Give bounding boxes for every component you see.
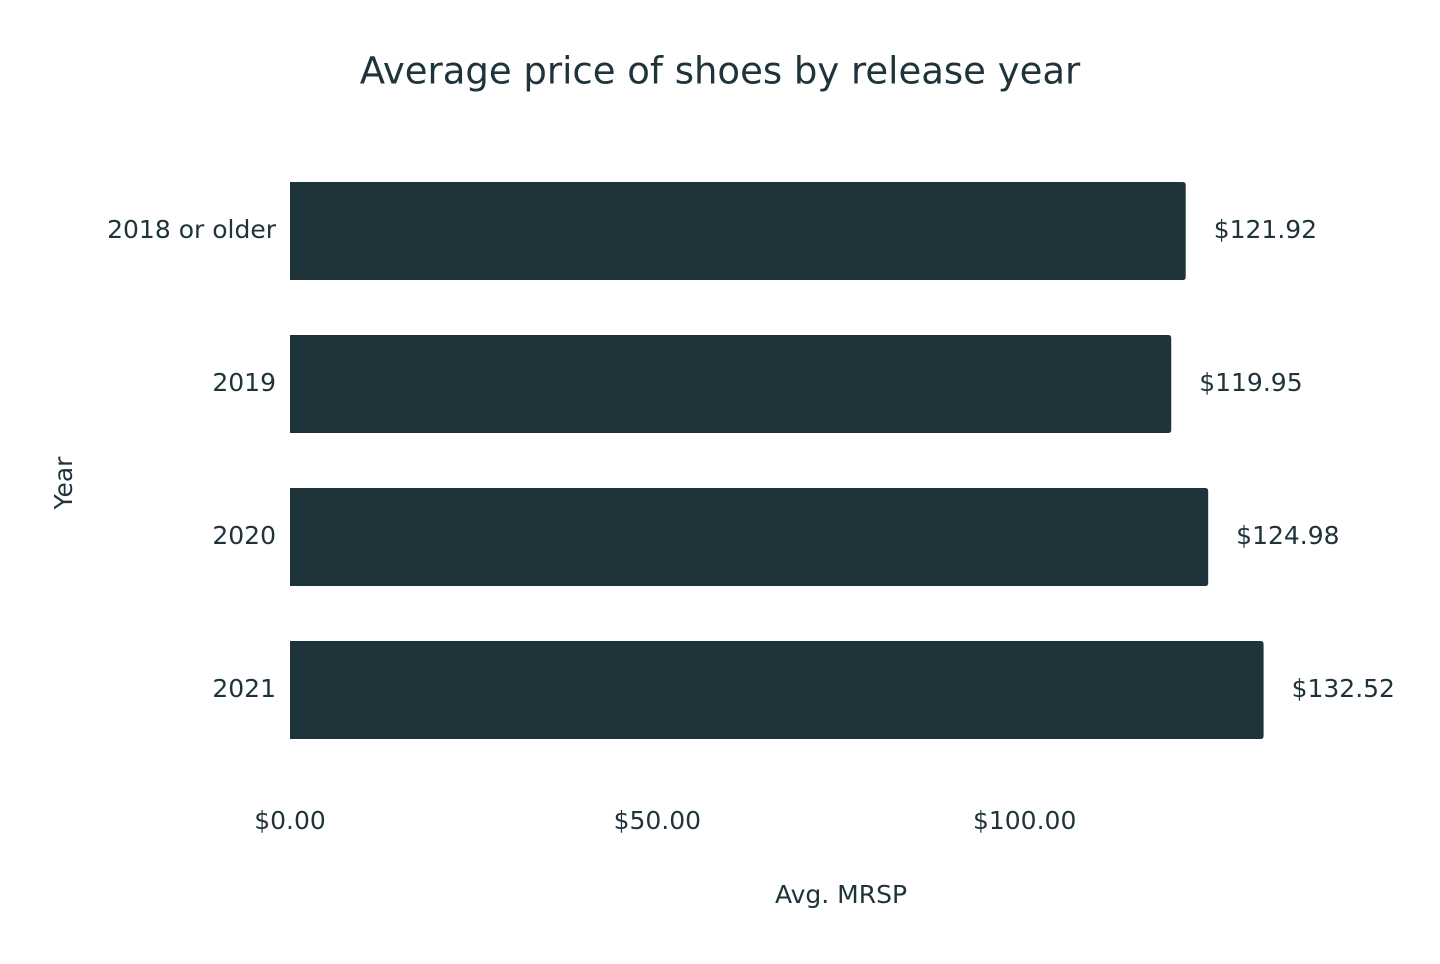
x-tick-label: $50.00 [614, 806, 701, 835]
bar [290, 182, 1186, 280]
y-tick-label: 2019 [212, 368, 276, 397]
value-label: $121.92 [1214, 215, 1317, 244]
x-axis-title: Avg. MRSP [775, 880, 907, 909]
y-axis-title: Year [49, 456, 78, 511]
x-tick-label: $0.00 [254, 806, 326, 835]
bar [290, 641, 1264, 739]
value-label: $132.52 [1292, 674, 1395, 703]
y-tick-label: 2018 or older [107, 215, 277, 244]
chart-title: Average price of shoes by release year [360, 50, 1081, 93]
bar [290, 488, 1209, 586]
x-tick-label: $100.00 [973, 806, 1076, 835]
y-tick-label: 2021 [212, 674, 276, 703]
value-label: $119.95 [1199, 368, 1302, 397]
y-tick-label: 2020 [212, 521, 276, 550]
bar [290, 335, 1172, 433]
value-label: $124.98 [1236, 521, 1339, 550]
